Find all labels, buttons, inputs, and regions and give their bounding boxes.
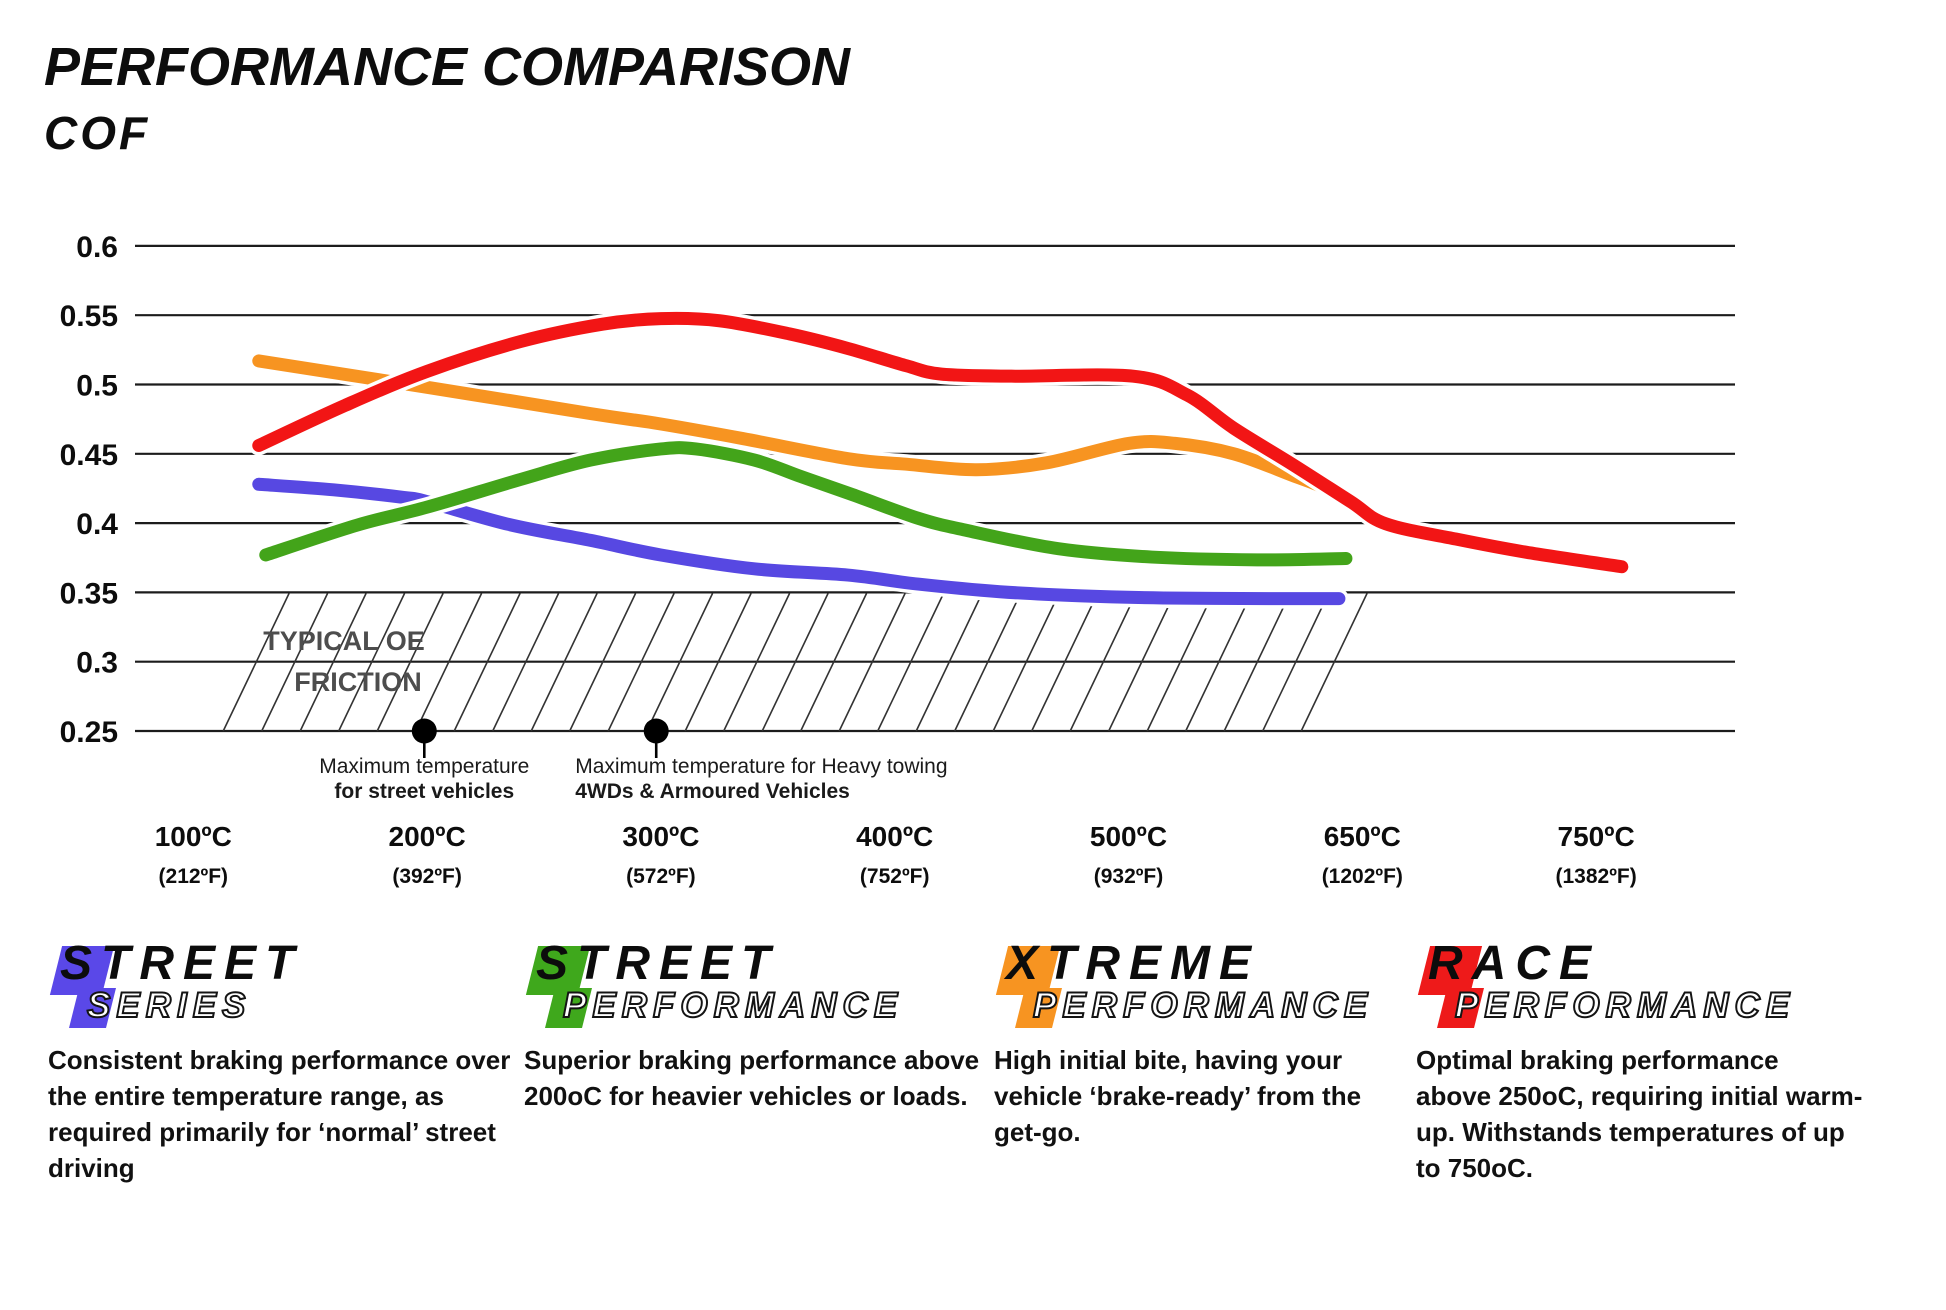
hatch-line (1031, 593, 1099, 732)
xtreme-performance-logo: XTREME PERFORMANCE (990, 937, 1430, 1036)
x-tick-fahrenheit: (752ºF) (860, 865, 930, 888)
hatch-line (1108, 593, 1176, 732)
hatch-line (646, 593, 714, 732)
oe-zone-label: FRICTION (294, 667, 422, 697)
x-tick-celsius: 750ºC (1558, 821, 1635, 852)
y-tick-label: 0.6 (76, 231, 118, 264)
hatch-line (838, 593, 906, 732)
hatch-line (492, 593, 560, 732)
legend-street-series: STREET SERIES Consistent braking perform… (44, 937, 514, 1183)
x-axis-labels: 100ºC (212ºF) 200ºC (392ºF) 300ºC (572ºF) 400º… (155, 821, 1637, 888)
hatch-line (222, 593, 290, 732)
hatch-line (1300, 593, 1368, 732)
street-series-logo-subname: SERIES (86, 985, 252, 1026)
hatch-line (530, 593, 598, 732)
max-temperature-dot (643, 718, 669, 744)
annotation-line: 4WDs & Armoured Vehicles (575, 780, 850, 803)
hatch-line (761, 593, 829, 732)
hatch-line (877, 593, 945, 732)
annotation-line: Maximum temperature (319, 755, 529, 778)
x-tick-fahrenheit: (572ºF) (626, 865, 696, 888)
x-tick-celsius: 100ºC (155, 821, 232, 852)
series-xtreme-performance (248, 350, 1366, 519)
hatch-line (915, 593, 983, 732)
xtreme-performance-logo-subname: PERFORMANCE (1032, 985, 1374, 1026)
hatch-line (569, 593, 637, 732)
hatch-line (1146, 593, 1214, 732)
x-tick-celsius: 200ºC (389, 821, 466, 852)
legend-xtreme-performance: XTREME PERFORMANCE High initial bite, ha… (990, 937, 1430, 1147)
x-tick-fahrenheit: (1382ºF) (1555, 865, 1636, 888)
annotation-line: for street vehicles (334, 780, 514, 803)
annotation-line: Maximum temperature for Heavy towing (575, 755, 947, 778)
y-tick-label: 0.25 (60, 716, 118, 749)
series-line (252, 477, 1346, 606)
hatch-line (607, 593, 675, 732)
hatch-line (954, 593, 1022, 732)
hatch-line (1262, 593, 1330, 732)
hatch-line (261, 593, 329, 732)
race-performance-logo: RACE PERFORMANCE (1412, 937, 1932, 1036)
x-tick-fahrenheit: (212ºF) (159, 865, 229, 888)
series-street-performance (255, 437, 1356, 570)
hatch-line (453, 593, 521, 732)
street-series-logo-name: STREET (60, 937, 304, 990)
legend-race-performance: RACE PERFORMANCE Optimal braking perform… (1412, 937, 1932, 1183)
y-tick-label: 0.3 (76, 647, 118, 680)
y-tick-label: 0.45 (60, 439, 118, 472)
hatch-line (1185, 593, 1253, 732)
x-tick-celsius: 500ºC (1090, 821, 1167, 852)
street-series-logo: STREET SERIES (44, 937, 514, 1036)
hatch-line (338, 593, 406, 732)
hatch-line (1223, 593, 1291, 732)
series-line (252, 354, 1362, 516)
x-tick-celsius: 400ºC (856, 821, 933, 852)
max-temperature-dot (411, 718, 437, 744)
street-performance-logo: STREET PERFORMANCE (520, 937, 990, 1036)
series-line (252, 311, 1629, 574)
race-performance-description: Optimal braking performance above 250oC,… (1416, 1045, 1863, 1183)
series-line (259, 441, 1353, 567)
x-tick-fahrenheit: (1202ºF) (1322, 865, 1403, 888)
hatch-line (299, 593, 367, 732)
street-performance-logo-subname: PERFORMANCE (562, 985, 904, 1026)
series-race-performance (248, 308, 1632, 577)
hatch-line (800, 593, 868, 732)
y-tick-label: 0.4 (76, 508, 118, 541)
hatch-line (1069, 593, 1137, 732)
race-performance-logo-name: RACE (1428, 937, 1601, 990)
street-performance-description: Superior braking performance above 200oC… (524, 1045, 980, 1111)
cof-axis-label: COF (44, 107, 151, 159)
x-tick-celsius: 650ºC (1324, 821, 1401, 852)
y-tick-label: 0.5 (76, 370, 118, 403)
page-title: PERFORMANCE COMPARISON (44, 37, 851, 97)
hatch-line (376, 593, 444, 732)
oe-friction-zone: TYPICAL OE FRICTION (222, 593, 1368, 732)
hatch-line (415, 593, 483, 732)
hatch-line (992, 593, 1060, 732)
x-tick-celsius: 300ºC (622, 821, 699, 852)
oe-zone-label: TYPICAL OE (263, 626, 425, 656)
xtreme-performance-logo-name: XTREME (1006, 937, 1261, 990)
y-tick-label: 0.35 (60, 577, 118, 610)
series-street-series (248, 474, 1349, 609)
x-tick-fahrenheit: (932ºF) (1094, 865, 1164, 888)
gridlines: 0.6 0.55 0.5 0.45 0.4 0.35 0.3 0.25 (60, 231, 1735, 749)
xtreme-performance-description: High initial bite, having your vehicle ‘… (994, 1045, 1362, 1147)
hatch-line (684, 593, 752, 732)
x-tick-fahrenheit: (392ºF) (392, 865, 462, 888)
street-series-description: Consistent braking performance over the … (48, 1045, 511, 1183)
hatch-line (723, 593, 791, 732)
y-tick-label: 0.55 (60, 300, 118, 333)
cof-line-chart: 0.6 0.55 0.5 0.45 0.4 0.35 0.3 0.25 TYPICAL OE FR… (60, 231, 1735, 888)
race-performance-logo-subname: PERFORMANCE (1454, 985, 1796, 1026)
legend-street-performance: STREET PERFORMANCE Superior braking perf… (520, 937, 990, 1111)
street-performance-logo-name: STREET (536, 937, 780, 990)
